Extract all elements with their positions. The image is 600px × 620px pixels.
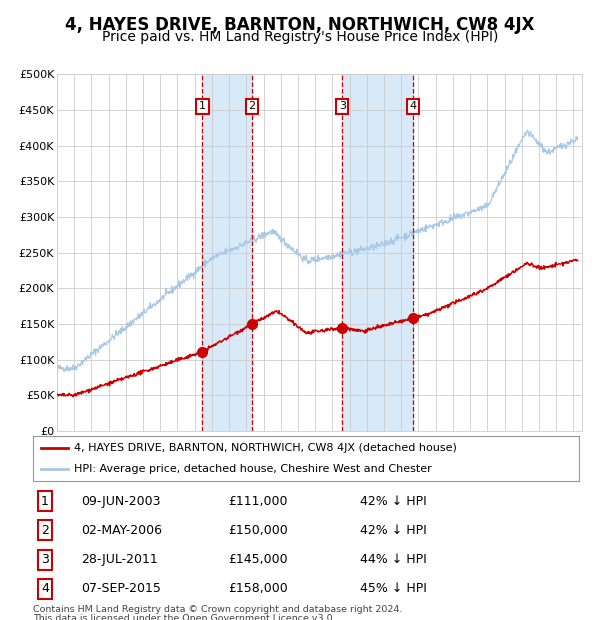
Text: 1: 1 [199,102,206,112]
Bar [342,74,413,431]
Text: Price paid vs. HM Land Registry's House Price Index (HPI): Price paid vs. HM Land Registry's House … [102,30,498,44]
Text: £150,000: £150,000 [228,524,288,537]
Text: HPI: Average price, detached house, Cheshire West and Chester: HPI: Average price, detached house, Ches… [74,464,432,474]
Text: 42% ↓ HPI: 42% ↓ HPI [360,524,427,537]
Text: 28-JUL-2011: 28-JUL-2011 [81,553,158,566]
Bar [202,74,252,431]
Text: 4, HAYES DRIVE, BARNTON, NORTHWICH, CW8 4JX (detached house): 4, HAYES DRIVE, BARNTON, NORTHWICH, CW8 … [74,443,457,453]
Text: £111,000: £111,000 [228,495,287,508]
Text: 09-JUN-2003: 09-JUN-2003 [81,495,161,508]
Text: 42% ↓ HPI: 42% ↓ HPI [360,495,427,508]
Text: 1: 1 [41,495,49,508]
Text: 02-MAY-2006: 02-MAY-2006 [81,524,162,537]
Text: 07-SEP-2015: 07-SEP-2015 [81,582,161,595]
Text: £145,000: £145,000 [228,553,287,566]
Text: 44% ↓ HPI: 44% ↓ HPI [360,553,427,566]
Text: £158,000: £158,000 [228,582,288,595]
Text: Contains HM Land Registry data © Crown copyright and database right 2024.: Contains HM Land Registry data © Crown c… [33,604,403,614]
Text: 4: 4 [409,102,416,112]
Text: 4, HAYES DRIVE, BARNTON, NORTHWICH, CW8 4JX: 4, HAYES DRIVE, BARNTON, NORTHWICH, CW8 … [65,16,535,34]
Text: 2: 2 [41,524,49,537]
Text: 2: 2 [248,102,256,112]
Text: 4: 4 [41,582,49,595]
Text: 3: 3 [339,102,346,112]
Text: This data is licensed under the Open Government Licence v3.0.: This data is licensed under the Open Gov… [33,614,335,620]
Text: 45% ↓ HPI: 45% ↓ HPI [360,582,427,595]
Text: 3: 3 [41,553,49,566]
